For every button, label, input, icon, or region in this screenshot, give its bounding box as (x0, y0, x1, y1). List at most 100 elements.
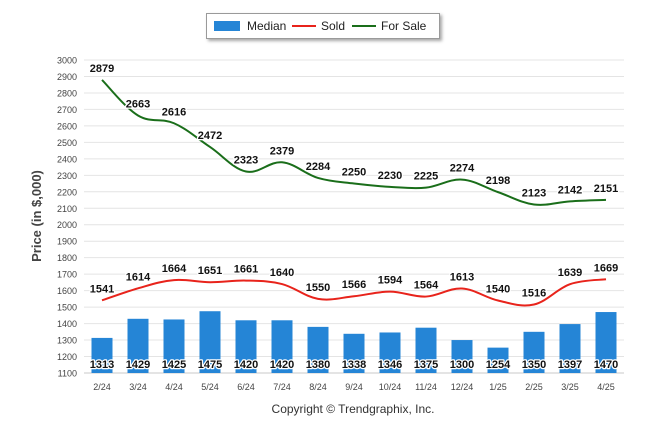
y-tick-label: 1900 (57, 237, 77, 247)
median-value-label: 1397 (558, 359, 582, 371)
x-tick-label: 8/24 (309, 382, 327, 392)
y-tick-label: 3000 (57, 56, 77, 66)
y-tick-label: 1400 (57, 319, 77, 329)
x-tick-label: 4/25 (597, 382, 615, 392)
y-tick-label: 2000 (57, 220, 77, 230)
y-tick-label: 1300 (57, 336, 77, 346)
legend-item-for-sale[interactable]: For Sale (352, 14, 437, 38)
for-sale-value-label: 2225 (414, 171, 438, 183)
median-value-label: 1429 (126, 359, 150, 371)
y-tick-label: 2100 (57, 204, 77, 214)
median-bar (91, 337, 113, 373)
sold-value-label: 1541 (90, 283, 114, 295)
median-bar (451, 340, 473, 373)
sold-value-label: 1594 (378, 275, 403, 287)
legend-item-sold[interactable]: Sold (292, 14, 357, 38)
median-value-label: 1420 (270, 359, 294, 371)
for-sale-value-label: 2663 (126, 99, 150, 111)
for-sale-series (101, 79, 607, 206)
x-tick-label: 7/24 (273, 382, 291, 392)
median-value-label: 1338 (342, 359, 366, 371)
sold-value-label: 1613 (450, 271, 474, 283)
for-sale-line (101, 79, 607, 206)
sold-value-label: 1516 (522, 287, 546, 299)
sold-value-label: 1566 (342, 279, 366, 291)
for-sale-value-label: 2879 (90, 63, 114, 75)
y-tick-label: 2200 (57, 187, 77, 197)
for-sale-value-label: 2472 (198, 130, 222, 142)
y-tick-label: 1600 (57, 286, 77, 296)
data-labels: 1313 1429 1425 1475 1420 1420 1380 1338 1346 1375… (89, 62, 620, 373)
sold-value-label: 1550 (306, 282, 330, 294)
median-bar (559, 324, 581, 373)
x-tick-label: 1/25 (489, 382, 507, 392)
legend-item-median[interactable]: Median (214, 14, 294, 38)
median-bar (487, 347, 509, 373)
for-sale-value-label: 2123 (522, 187, 546, 199)
x-tick-label: 3/24 (129, 382, 147, 392)
y-tick-label: 2700 (57, 105, 77, 115)
sold-value-label: 1564 (414, 280, 439, 292)
median-swatch (214, 21, 240, 31)
y-tick-label: 2400 (57, 154, 77, 164)
median-bar (199, 311, 221, 373)
y-axis-label: Price (in $,000) (29, 170, 44, 262)
sold-value-label: 1639 (558, 267, 582, 279)
for-sale-value-label: 2198 (486, 175, 510, 187)
median-bar (415, 327, 437, 373)
sold-value-label: 1540 (486, 284, 510, 296)
y-tick-label: 1800 (57, 253, 77, 263)
for-sale-value-label: 2284 (306, 161, 331, 173)
x-tick-label: 5/24 (201, 382, 219, 392)
for-sale-value-label: 2616 (162, 106, 186, 118)
x-tick-label: 12/24 (451, 382, 474, 392)
y-tick-label: 2300 (57, 171, 77, 181)
for-sale-value-label: 2323 (234, 155, 258, 167)
y-tick-label: 2500 (57, 138, 77, 148)
legend-label-for-sale: For Sale (381, 19, 427, 33)
legend-label-sold: Sold (321, 19, 346, 33)
median-bar (343, 333, 365, 373)
for-sale-value-label: 2250 (342, 167, 366, 179)
median-value-label: 1380 (306, 359, 330, 371)
median-value-label: 1350 (522, 359, 546, 371)
median-value-label: 1313 (90, 359, 114, 371)
median-bars (91, 311, 617, 373)
y-tick-label: 1200 (57, 352, 77, 362)
y-tick-label: 1700 (57, 270, 77, 280)
median-value-label: 1425 (162, 359, 186, 371)
median-bar (271, 320, 293, 373)
for-sale-swatch (352, 25, 376, 27)
sold-value-label: 1664 (162, 263, 187, 275)
median-value-label: 1475 (198, 359, 222, 371)
y-tick-label: 1100 (58, 369, 77, 379)
median-bar (595, 312, 617, 373)
legend: Median Sold For Sale (206, 13, 440, 39)
x-tick-label: 2/25 (525, 382, 543, 392)
median-bar (307, 326, 329, 373)
sold-value-label: 1669 (594, 262, 618, 274)
x-tick-label: 11/24 (415, 382, 437, 392)
y-tick-label: 2900 (57, 72, 77, 82)
y-tick-label: 2600 (57, 121, 77, 131)
median-value-label: 1420 (234, 359, 258, 371)
sold-value-label: 1640 (270, 267, 294, 279)
for-sale-value-label: 2151 (594, 183, 618, 195)
median-value-label: 1470 (594, 359, 618, 371)
median-value-label: 1254 (486, 359, 511, 371)
median-value-label: 1300 (450, 359, 474, 371)
sold-swatch (292, 25, 316, 27)
median-bar (523, 331, 545, 373)
x-tick-label: 10/24 (379, 382, 402, 392)
y-tick-label: 2800 (57, 88, 77, 98)
x-tick-label: 6/24 (237, 382, 255, 392)
x-axis-ticks: 2/24 3/24 4/24 5/24 6/24 7/24 8/24 9/24 10/24 11/… (93, 382, 615, 392)
median-value-label: 1346 (378, 359, 402, 371)
x-tick-label: 4/24 (165, 382, 183, 392)
median-bar (235, 320, 257, 373)
y-axis-ticks: 1100 1200 1300 1400 1500 1600 1700 1800 1900 2000… (57, 56, 77, 379)
median-bar (127, 318, 149, 373)
for-sale-value-label: 2274 (450, 163, 475, 175)
for-sale-value-label: 2142 (558, 184, 582, 196)
